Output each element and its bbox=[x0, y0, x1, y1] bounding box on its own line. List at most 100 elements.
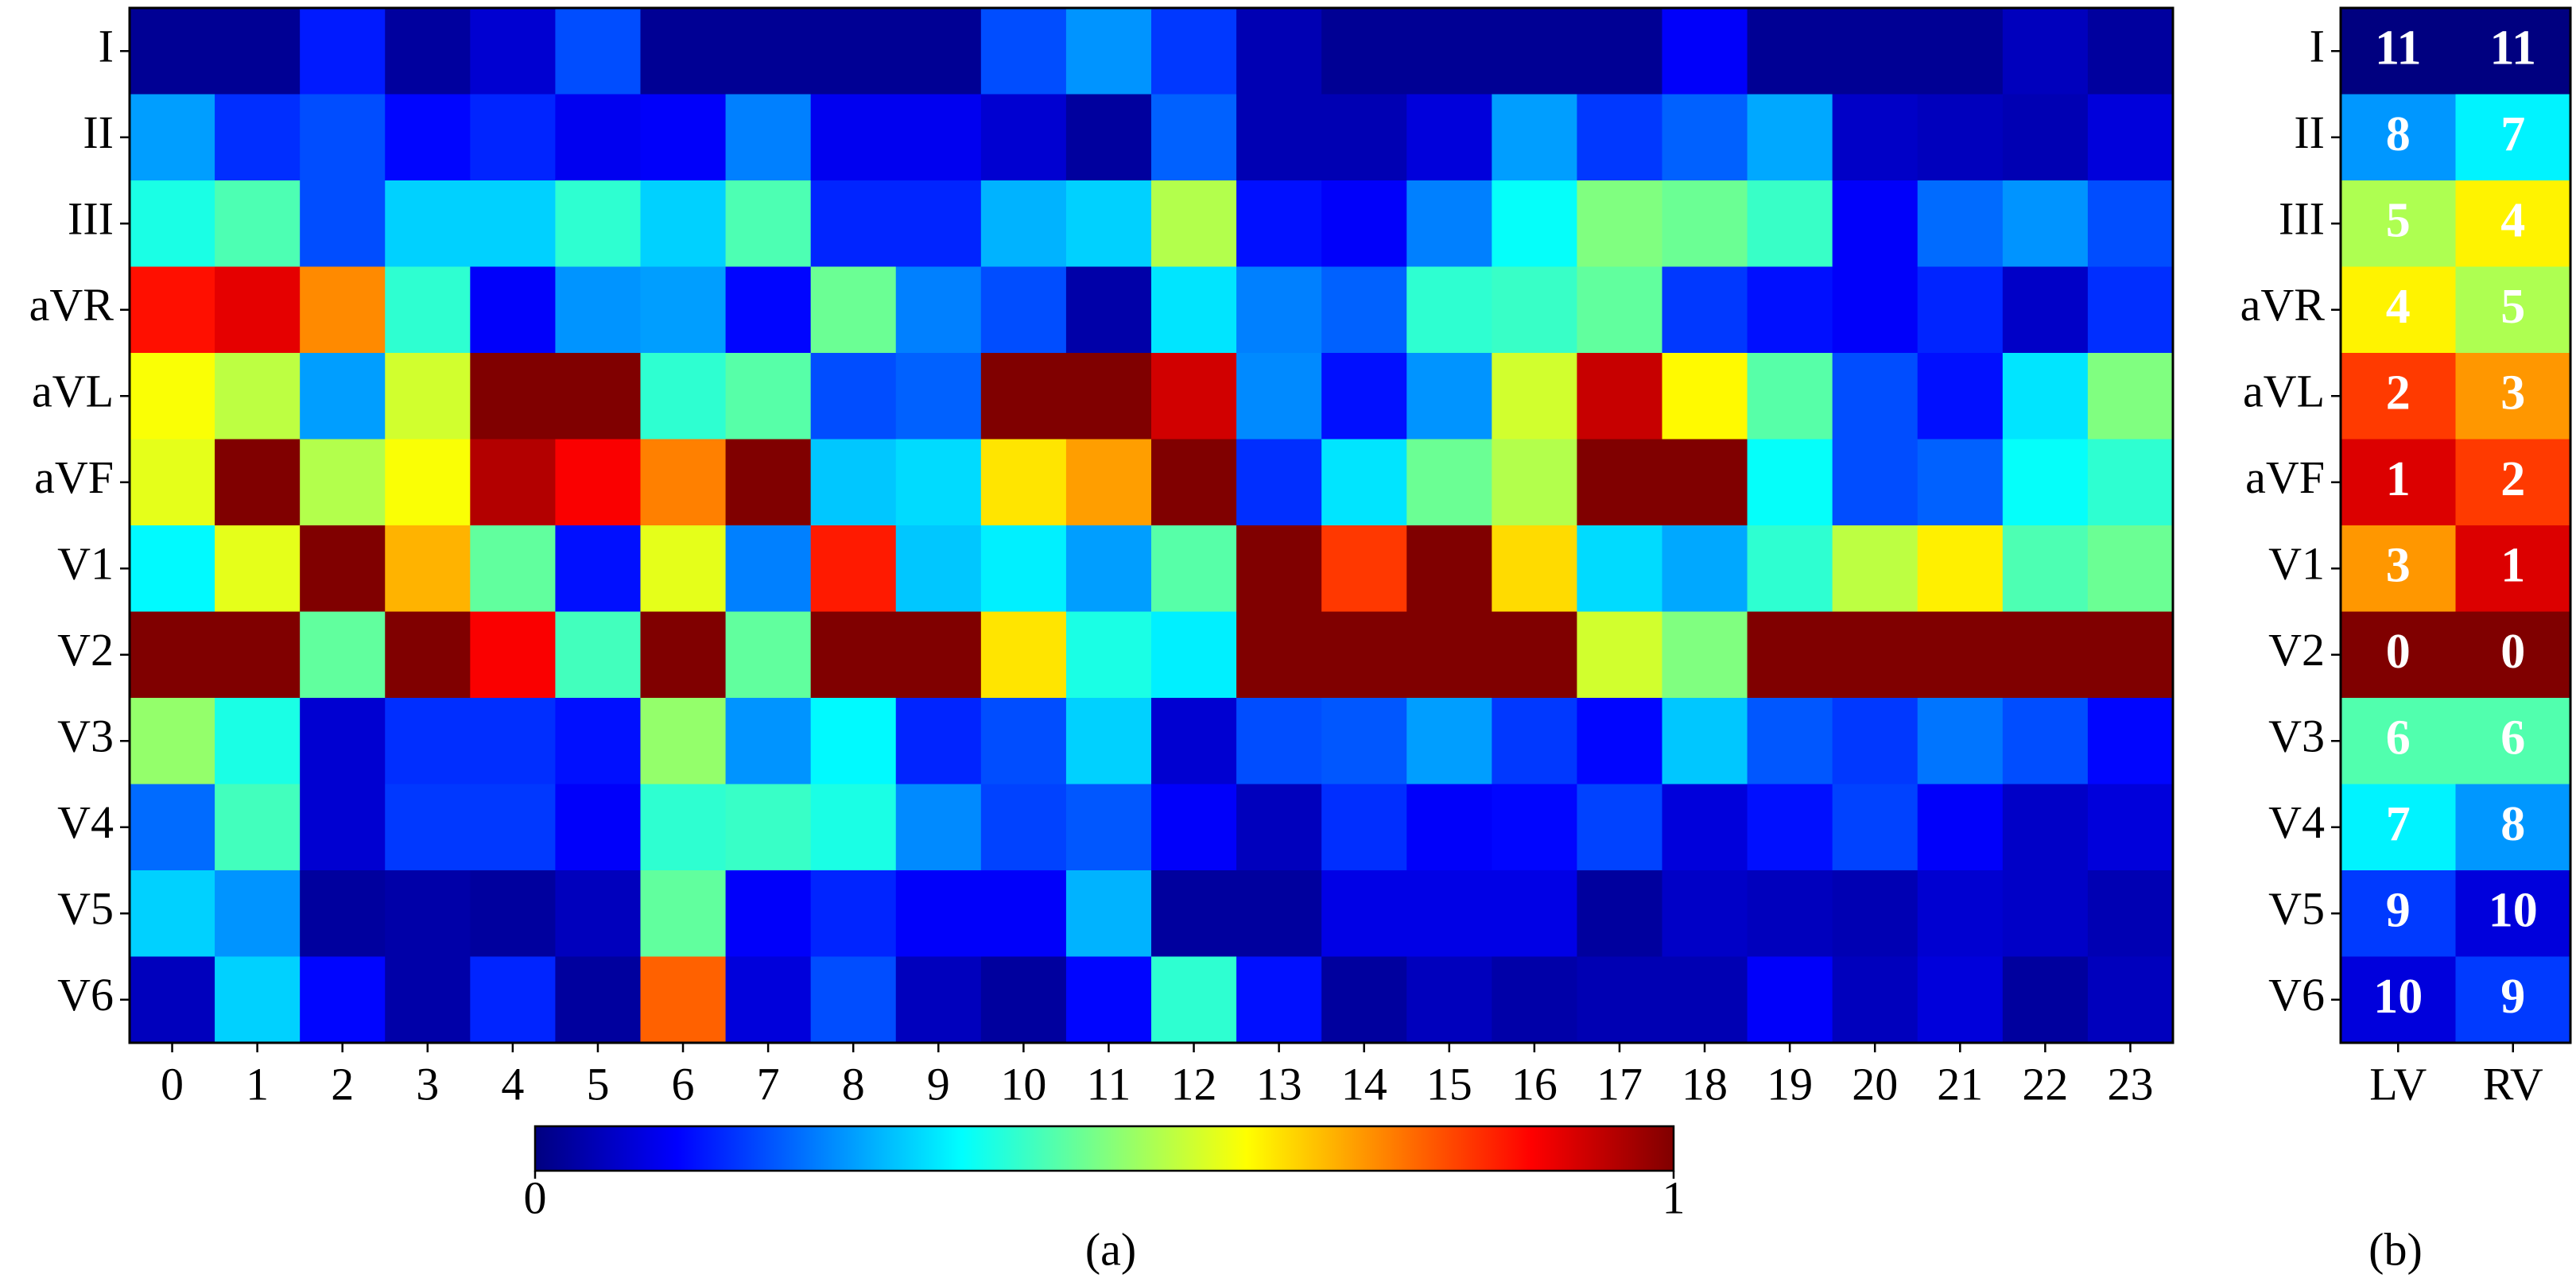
heatmap-cell bbox=[215, 266, 301, 354]
heatmap-cell bbox=[640, 698, 727, 785]
heatmap-cell bbox=[1662, 353, 1748, 440]
heatmap-cell bbox=[2455, 94, 2571, 181]
heatmap-cell bbox=[1917, 266, 2004, 354]
heatmap-cell bbox=[2087, 94, 2174, 181]
heatmap-cell bbox=[130, 956, 215, 1044]
heatmap-cell bbox=[1492, 266, 1578, 354]
heatmap-cell bbox=[2455, 353, 2571, 440]
x-tick-label: 11 bbox=[1087, 1058, 1131, 1110]
x-tick-label: 7 bbox=[757, 1058, 780, 1110]
heatmap-cell bbox=[1406, 784, 1492, 871]
heatmap-cell bbox=[640, 784, 727, 871]
heatmap-cell bbox=[1747, 784, 1833, 871]
heatmap-cell bbox=[1492, 525, 1578, 613]
cell-value: 1 bbox=[2386, 452, 2411, 506]
y-tick-label: II bbox=[83, 107, 114, 158]
heatmap-cell bbox=[555, 266, 642, 354]
heatmap-cell bbox=[1662, 266, 1748, 354]
x-tick-label: 3 bbox=[416, 1058, 439, 1110]
heatmap-cell bbox=[1577, 956, 1663, 1044]
heatmap-cell bbox=[2341, 439, 2457, 526]
heatmap-cell bbox=[1492, 698, 1578, 785]
y-tick-label: III bbox=[68, 193, 114, 245]
cell-value: 1 bbox=[2500, 538, 2525, 592]
heatmap-cell bbox=[1236, 611, 1322, 699]
y-tick-label: V4 bbox=[2268, 796, 2325, 848]
heatmap-cell bbox=[1917, 611, 2004, 699]
heatmap-cell bbox=[2455, 8, 2571, 95]
heatmap-cell bbox=[1321, 956, 1407, 1044]
heatmap-cell bbox=[385, 784, 471, 871]
heatmap-cell bbox=[1832, 870, 1918, 958]
heatmap-cell bbox=[1151, 870, 1237, 958]
cell-value: 2 bbox=[2500, 452, 2525, 506]
heatmap-cell bbox=[1577, 94, 1663, 181]
heatmap-cell bbox=[1747, 94, 1833, 181]
heatmap-cell bbox=[1406, 94, 1492, 181]
heatmap-cell bbox=[1406, 698, 1492, 785]
heatmap-cell bbox=[555, 611, 642, 699]
colorbar bbox=[533, 1125, 1675, 1172]
heatmap-cell bbox=[1406, 266, 1492, 354]
heatmap-cell bbox=[980, 8, 1067, 95]
heatmap-cell bbox=[1832, 698, 1918, 785]
heatmap-cell bbox=[130, 611, 215, 699]
heatmap-cell bbox=[640, 525, 727, 613]
heatmap-cell bbox=[1662, 698, 1748, 785]
heatmap-cell bbox=[895, 94, 982, 181]
heatmap-cell bbox=[1917, 525, 2004, 613]
heatmap-cell bbox=[2455, 784, 2571, 871]
x-tick-label: 20 bbox=[1852, 1058, 1898, 1110]
heatmap-cell bbox=[2455, 956, 2571, 1044]
heatmap-cell bbox=[300, 439, 386, 526]
heatmap-cell bbox=[980, 180, 1067, 268]
heatmap-cell bbox=[300, 94, 386, 181]
heatmap-cell bbox=[2455, 870, 2571, 958]
heatmap-cell bbox=[810, 180, 897, 268]
y-tick-label: V3 bbox=[57, 711, 114, 762]
x-tick-label: 12 bbox=[1171, 1058, 1217, 1110]
heatmap-cell bbox=[1492, 180, 1578, 268]
x-tick-label: 18 bbox=[1682, 1058, 1728, 1110]
heatmap-cell bbox=[130, 94, 215, 181]
heatmap-cell bbox=[2455, 525, 2571, 613]
cell-value: 4 bbox=[2386, 280, 2411, 334]
heatmap-cell bbox=[2002, 266, 2089, 354]
y-tick-label: V1 bbox=[57, 538, 114, 590]
heatmap-cell bbox=[215, 525, 301, 613]
heatmap-cell bbox=[1662, 956, 1748, 1044]
heatmap-cell bbox=[1492, 439, 1578, 526]
heatmap-cell bbox=[1321, 353, 1407, 440]
heatmap-cell bbox=[640, 611, 727, 699]
heatmap-cell bbox=[130, 698, 215, 785]
heatmap-cell bbox=[1151, 611, 1237, 699]
heatmap-cell bbox=[895, 8, 982, 95]
heatmap-cell bbox=[895, 611, 982, 699]
heatmap-cell bbox=[1151, 266, 1237, 354]
heatmap-cell bbox=[980, 94, 1067, 181]
heatmap-cell bbox=[895, 353, 982, 440]
heatmap-cell bbox=[2002, 94, 2089, 181]
heatmap-cell bbox=[300, 870, 386, 958]
heatmap-cell bbox=[130, 525, 215, 613]
heatmap-cell bbox=[215, 698, 301, 785]
heatmap-cell bbox=[1065, 439, 1152, 526]
heatmap-cell bbox=[385, 698, 471, 785]
heatmap-cell bbox=[1747, 353, 1833, 440]
heatmap-cell bbox=[1577, 525, 1663, 613]
heatmap-cell bbox=[2002, 870, 2089, 958]
heatmap-cell bbox=[725, 698, 812, 785]
heatmap-cell bbox=[1747, 180, 1833, 268]
x-tick-label: 21 bbox=[1937, 1058, 1983, 1110]
heatmap-cell bbox=[2087, 525, 2174, 613]
heatmap-cell bbox=[1662, 870, 1748, 958]
heatmap-cell bbox=[470, 94, 557, 181]
heatmap-cell bbox=[2002, 180, 2089, 268]
y-tick-label: aVR bbox=[2240, 279, 2326, 331]
heatmap-cell bbox=[555, 353, 642, 440]
heatmap-cell bbox=[2002, 611, 2089, 699]
heatmap-cell bbox=[1236, 266, 1322, 354]
heatmap-cell bbox=[385, 180, 471, 268]
x-tick-label: 9 bbox=[927, 1058, 950, 1110]
heatmap-cell bbox=[2341, 956, 2457, 1044]
